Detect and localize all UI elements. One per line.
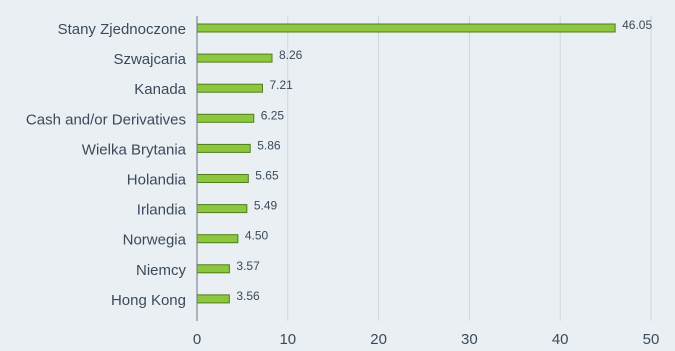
bar [196, 23, 616, 33]
category-label: Szwajcaria [113, 51, 186, 68]
x-tick-label: 40 [552, 331, 569, 348]
category-label: Norwegia [123, 232, 187, 249]
data-label: 5.86 [257, 138, 281, 152]
data-label: 5.49 [254, 199, 278, 213]
bar [196, 264, 230, 274]
category-label: Holandia [127, 172, 187, 189]
data-label: 7.21 [269, 78, 293, 92]
category-label: Cash and/or Derivatives [26, 111, 186, 128]
bar [196, 83, 263, 93]
category-label: Kanada [134, 81, 186, 98]
bar [196, 174, 249, 183]
x-tick-label: 30 [461, 331, 478, 348]
data-label: 6.25 [261, 108, 285, 122]
bar [196, 143, 251, 153]
category-label: Irlandia [137, 202, 187, 219]
x-tick-label: 10 [279, 331, 296, 348]
x-tick-label: 20 [370, 331, 387, 348]
x-tick-label: 0 [193, 331, 201, 348]
data-label: 5.65 [255, 169, 279, 183]
bar [196, 113, 255, 123]
category-label: Wielka Brytania [82, 141, 187, 158]
category-label: Niemcy [136, 262, 187, 279]
x-tick-label: 50 [643, 331, 660, 348]
data-label: 3.56 [236, 289, 260, 303]
x-axis-ticks: 0 10 20 30 40 50 [193, 331, 660, 348]
grid-lines [287, 16, 652, 321]
data-label: 3.57 [236, 259, 260, 273]
bar [196, 53, 273, 63]
data-label: 4.50 [245, 229, 269, 243]
category-label: Hong Kong [111, 292, 186, 309]
data-label: 8.26 [279, 48, 303, 62]
bar [196, 234, 239, 244]
bar [196, 204, 248, 214]
data-label: 46.05 [622, 18, 652, 32]
bar [196, 294, 230, 304]
data-labels: 46.05 8.26 7.21 6.25 5.86 5.65 5.49 4.50 3.57 3.5… [236, 18, 652, 303]
category-labels: Stany Zjednoczone Szwajcaria Kanada Cash an… [26, 21, 187, 309]
category-label: Stany Zjednoczone [58, 21, 186, 38]
